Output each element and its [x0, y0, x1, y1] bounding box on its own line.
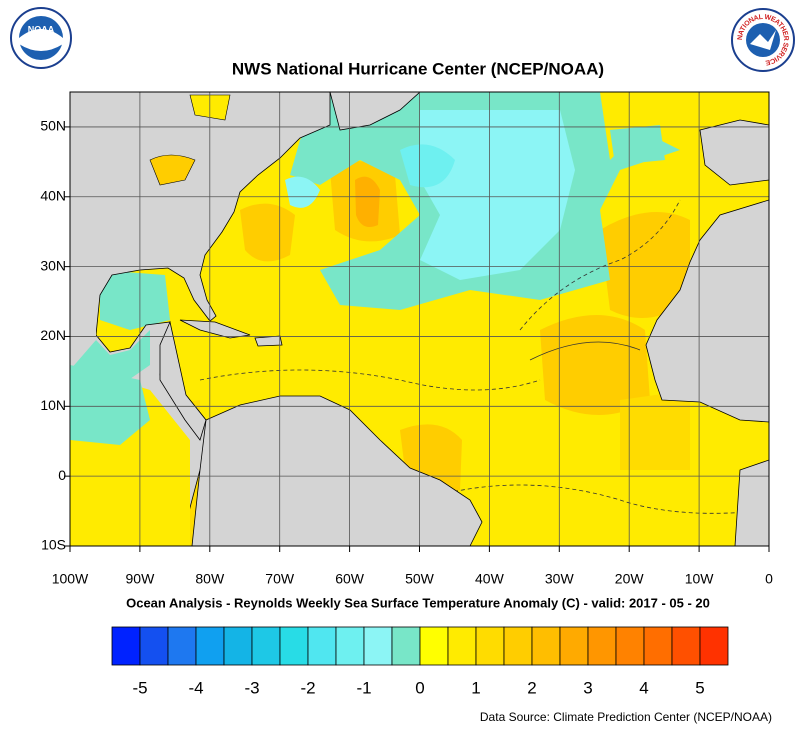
colorbar-segment	[279, 626, 309, 666]
land-africa	[645, 199, 769, 423]
colorbar-segment	[363, 626, 393, 666]
contour	[419, 484, 769, 514]
colorbar-segment	[111, 626, 141, 666]
lat-tick-label: 10N	[40, 397, 66, 413]
land-europe	[699, 119, 769, 186]
colorbar-segment	[419, 626, 449, 666]
colorbar-segment	[139, 626, 169, 666]
cool-patch	[70, 365, 150, 445]
colorbar-label: -2	[300, 678, 315, 697]
noaa-logo: NOAA	[10, 7, 72, 69]
colorbar-segment	[447, 626, 477, 666]
land-mexico	[70, 300, 96, 365]
colorbar-label: -5	[132, 678, 147, 697]
colorbar-segment	[475, 626, 505, 666]
colorbar-segment	[167, 626, 197, 666]
colorbar-segment	[699, 626, 729, 666]
lon-tick-label: 10W	[685, 571, 715, 587]
colorbar-segment	[307, 626, 337, 666]
nws-logo: NATIONAL WEATHER SERVICE	[731, 8, 795, 72]
land-hispaniola	[254, 335, 283, 347]
logo-text: NOAA	[28, 24, 55, 34]
lat-tick-label: 10S	[41, 537, 66, 553]
contour	[199, 369, 541, 391]
colorbar-label: 1	[471, 678, 480, 697]
lat-tick-label: 30N	[40, 257, 66, 273]
warm-patch	[355, 176, 380, 228]
colorbar-segment	[503, 626, 533, 666]
lon-tick-label: 80W	[195, 571, 225, 587]
colorbar-label: 3	[583, 678, 592, 697]
lon-tick-label: 60W	[335, 571, 365, 587]
lon-tick-label: 40W	[475, 571, 505, 587]
colorbar-segment	[643, 626, 673, 666]
colorbar-segment	[251, 626, 281, 666]
land-newfoundland	[329, 92, 421, 131]
lat-tick-label: 50N	[40, 118, 66, 134]
lon-tick-label: 0	[765, 571, 773, 587]
colorbar-label: -1	[356, 678, 371, 697]
colorbar-segment	[223, 626, 253, 666]
colorbar-segment	[195, 626, 225, 666]
warm-patch	[540, 315, 650, 415]
colorbar-label: -4	[188, 678, 203, 697]
colorbar-label: -3	[244, 678, 259, 697]
colorbar-label: 0	[415, 678, 424, 697]
warm-patch	[600, 212, 690, 318]
colorbar-segment	[671, 626, 701, 666]
great-lakes	[149, 154, 196, 186]
lat-tick-label: 20N	[40, 327, 66, 343]
lat-tick-label: 0	[58, 467, 66, 483]
cool-patch	[420, 110, 575, 280]
cool-patch	[610, 125, 665, 165]
colorbar-segment	[615, 626, 645, 666]
colorbar-segment	[531, 626, 561, 666]
lon-tick-label: 20W	[615, 571, 645, 587]
land-central-america	[159, 320, 207, 441]
colorbar-segment	[587, 626, 617, 666]
colorbar: -5 -4 -3 -2 -1 0 1 2 3 4 5	[111, 626, 729, 697]
land-africa-south	[734, 459, 769, 546]
plot-frame	[69, 91, 770, 547]
subtitle: Ocean Analysis - Reynolds Weekly Sea Sur…	[126, 595, 710, 610]
colorbar-label: 5	[695, 678, 704, 697]
lon-tick-label: 50W	[405, 571, 435, 587]
land-south-america	[191, 395, 483, 546]
warm-patch	[620, 390, 690, 470]
lat-tick-label: 40N	[40, 187, 66, 203]
cool-patch	[285, 176, 320, 208]
warm-patch	[240, 203, 295, 262]
colorbar-label: 4	[639, 678, 648, 697]
lon-tick-label: 90W	[126, 571, 156, 587]
colorbar-segment	[559, 626, 589, 666]
title: NWS National Hurricane Center (NCEP/NOAA…	[232, 59, 604, 78]
lon-tick-label: 70W	[265, 571, 295, 587]
data-source: Data Source: Climate Prediction Center (…	[480, 710, 772, 724]
colorbar-segment	[335, 626, 365, 666]
lon-tick-label: 100W	[52, 571, 89, 587]
cool-patch	[100, 270, 170, 330]
lon-tick-label: 30W	[545, 571, 575, 587]
colorbar-segment	[391, 626, 421, 666]
graticule: 100W 90W 80W 70W 60W 50W 40W 30W 20W 10W 0 10S 0 10N 2…	[40, 92, 773, 587]
colorbar-label: 2	[527, 678, 536, 697]
cool-patch	[400, 144, 455, 188]
